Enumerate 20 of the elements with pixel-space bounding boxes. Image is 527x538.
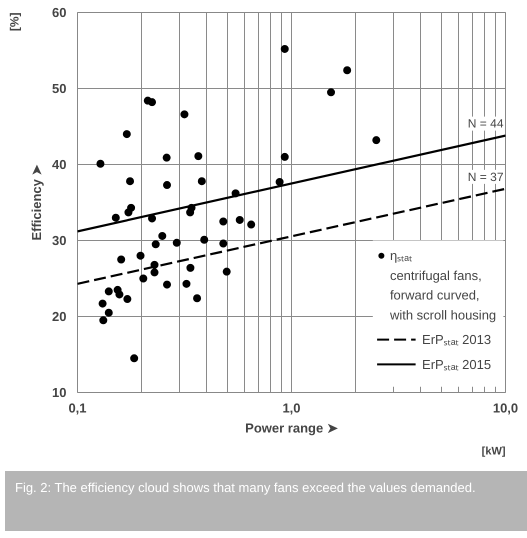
y-tick-label: 20	[52, 309, 67, 324]
y-tick-label: 40	[52, 157, 67, 172]
annotation: N = 37	[468, 170, 504, 184]
legend-label: ErPₛₜₐₜ 2015	[422, 356, 492, 372]
x-tick-label: 0,1	[68, 400, 87, 416]
text: [kW]	[482, 446, 506, 458]
x-tick-label: 10,0	[492, 400, 518, 416]
y-tick-label: 50	[52, 81, 67, 96]
legend-label: ErPₛₜₐₜ 2013	[422, 332, 492, 348]
annotation: N = 44	[468, 116, 504, 131]
text: [%]	[8, 12, 22, 32]
annotation: centrifugal fans, forward curved, with scroll housing	[388, 268, 496, 322]
x-axis-title: Power range ➤	[245, 420, 338, 436]
y-tick-label: 60	[52, 5, 67, 20]
y-tick-label: 30	[52, 233, 67, 248]
y-tick-label: 10	[52, 385, 67, 400]
caption: Fig. 2: The efficiency cloud shows that many fans exceed the values demanded.	[15, 479, 476, 497]
x-tick-label: 1,0	[282, 400, 301, 416]
legend-label: ηₛₜₐₜ	[390, 248, 412, 264]
y-axis-title: Efficiency ➤	[29, 164, 44, 241]
